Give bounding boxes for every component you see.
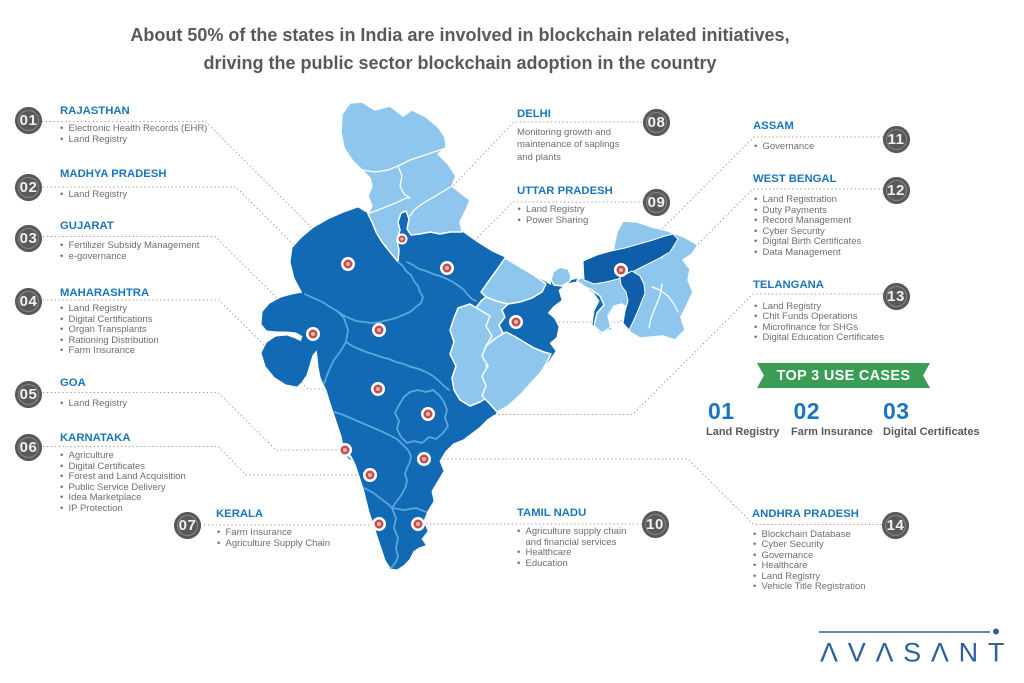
svg-text:ΛVΛSΛNT: ΛVΛSΛNT (820, 638, 1014, 668)
